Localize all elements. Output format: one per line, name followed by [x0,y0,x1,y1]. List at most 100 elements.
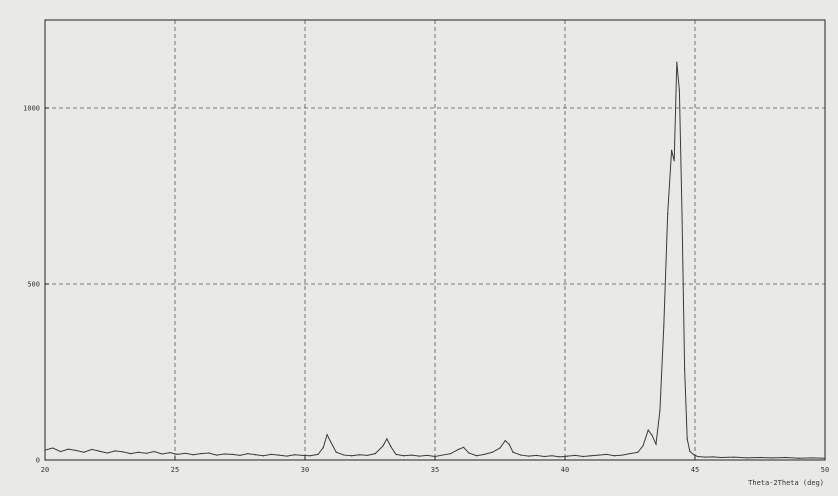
data-point [483,453,485,455]
data-point [468,452,470,454]
x-tick-label: 20 [41,466,49,474]
data-point [598,454,600,456]
data-point [153,450,155,453]
data-point [374,453,376,455]
data-point [504,440,506,442]
data-point [434,455,436,458]
data-point [491,451,493,453]
x-tick-label: 45 [691,466,699,474]
data-point [667,213,669,215]
data-point [255,454,257,456]
data-point [659,410,661,412]
data-point [130,453,132,455]
data-point [681,213,683,215]
data-point [704,456,707,458]
data-point [426,454,428,457]
data-point [798,457,800,459]
data-point [75,449,77,452]
data-point [67,448,69,450]
data-point [301,454,303,457]
data-point [642,445,644,447]
data-point [335,451,337,453]
series-line [44,62,826,459]
data-point [606,453,608,455]
data-point [720,456,722,459]
data-point [712,456,714,458]
data-point [91,448,93,451]
data-point [476,455,478,457]
data-point [543,455,545,458]
grid-layer [45,20,825,460]
data-point [621,454,623,456]
data-point [247,453,249,455]
data-point [382,445,384,447]
data-point [651,434,653,436]
data-point [106,452,108,454]
data-point [418,455,420,457]
data-point [239,454,241,457]
data-point [663,325,665,327]
y-tick-label: 1000 [23,105,40,113]
data-point [403,455,405,457]
data-point [52,447,54,449]
data-point [785,456,787,459]
data-point [145,452,147,454]
data-point [733,456,735,458]
data-point [44,449,46,451]
data-point [512,451,514,453]
data-point [655,443,657,445]
data-point [223,453,225,455]
data-point [161,453,163,455]
data-point [629,453,631,455]
data-point [330,441,332,443]
data-point [343,454,345,456]
data-point [463,446,465,448]
data-point [309,455,311,457]
data-point [684,367,686,370]
x-tick-label: 40 [561,466,569,474]
data-point [450,453,452,455]
data-point [386,438,388,440]
data-point [262,455,264,457]
data-point [216,454,218,456]
data-point [676,61,678,63]
data-point [647,429,649,431]
data-point [697,455,699,458]
data-point [366,454,368,457]
data-point [759,456,761,459]
data-point [317,453,319,455]
data-point [411,454,413,456]
data-point [824,457,826,459]
data-point [177,453,179,455]
data-point [231,453,233,455]
data-point [508,443,510,445]
data-point [693,454,695,456]
data-point [457,448,459,451]
data-point [689,450,691,452]
x-tick-label: 50 [821,466,829,474]
data-point [326,434,328,436]
data-point [528,455,530,457]
data-point [442,454,444,456]
data-point [359,454,361,456]
data-point [122,451,124,453]
data-point [390,446,392,448]
y-tick-label: 0 [36,457,40,465]
x-axis-title: Theta-2Theta (deg) [748,479,824,487]
data-point [278,454,280,456]
data-point [351,455,353,457]
data-point [184,452,186,454]
x-tick-label: 35 [431,466,439,474]
data-point [582,455,584,458]
data-point [138,451,140,453]
data-point [499,447,501,449]
data-point [567,455,569,457]
data-point [574,454,577,457]
data-point [520,454,522,456]
data-point [60,450,62,453]
data-point [637,451,639,453]
data-point [811,457,813,459]
